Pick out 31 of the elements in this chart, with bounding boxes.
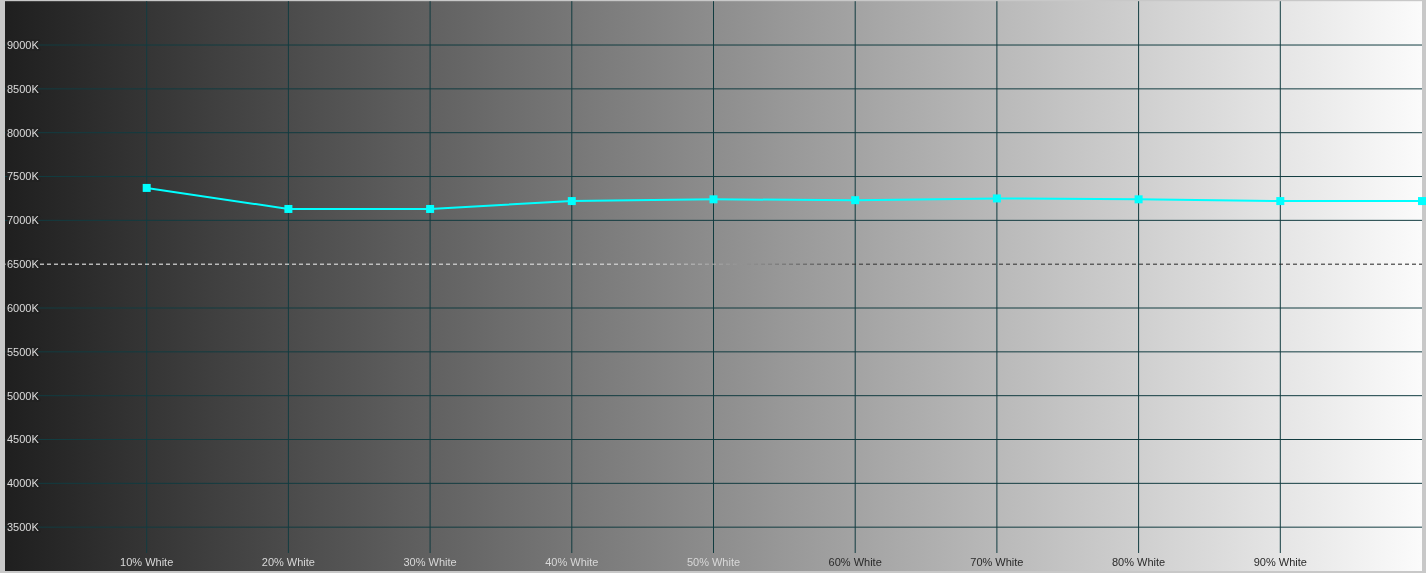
x-tick-label: 30% White <box>403 556 457 568</box>
y-tick-label: 8000K <box>7 126 40 139</box>
y-tick-label: 8500K <box>7 82 40 95</box>
y-tick-label: 6000K <box>7 301 40 314</box>
point <box>142 183 151 192</box>
y-tick-label: 9000K <box>7 38 40 51</box>
x-tick-label: 40% White <box>545 556 599 568</box>
x-tick-label: 60% White <box>828 556 882 568</box>
x-tick-label: 70% White <box>970 556 1024 568</box>
point <box>1276 197 1285 206</box>
y-tick-label: 7000K <box>7 214 40 227</box>
y-tick-label: 4500K <box>7 433 40 446</box>
point <box>992 194 1001 203</box>
point <box>567 197 576 206</box>
point <box>851 196 860 205</box>
y-tick-label: 4000K <box>7 477 40 490</box>
point <box>426 204 435 213</box>
point <box>709 195 718 204</box>
x-tick-label: 20% White <box>261 556 315 568</box>
point <box>1418 197 1426 206</box>
y-tick-label: 5000K <box>7 389 40 402</box>
x-tick-label: 10% White <box>120 556 174 568</box>
y-tick-label: 7500K <box>7 170 40 183</box>
x-tick-label: 50% White <box>686 556 741 568</box>
point <box>1134 195 1143 204</box>
y-tick-label: 5500K <box>7 345 40 358</box>
x-tick-label: 80% White <box>1112 556 1166 568</box>
point <box>284 204 293 213</box>
y-tick-label: 3500K <box>7 521 40 534</box>
x-tick-label: 90% White <box>1253 556 1307 568</box>
y-tick-label: 6500K <box>7 258 40 271</box>
